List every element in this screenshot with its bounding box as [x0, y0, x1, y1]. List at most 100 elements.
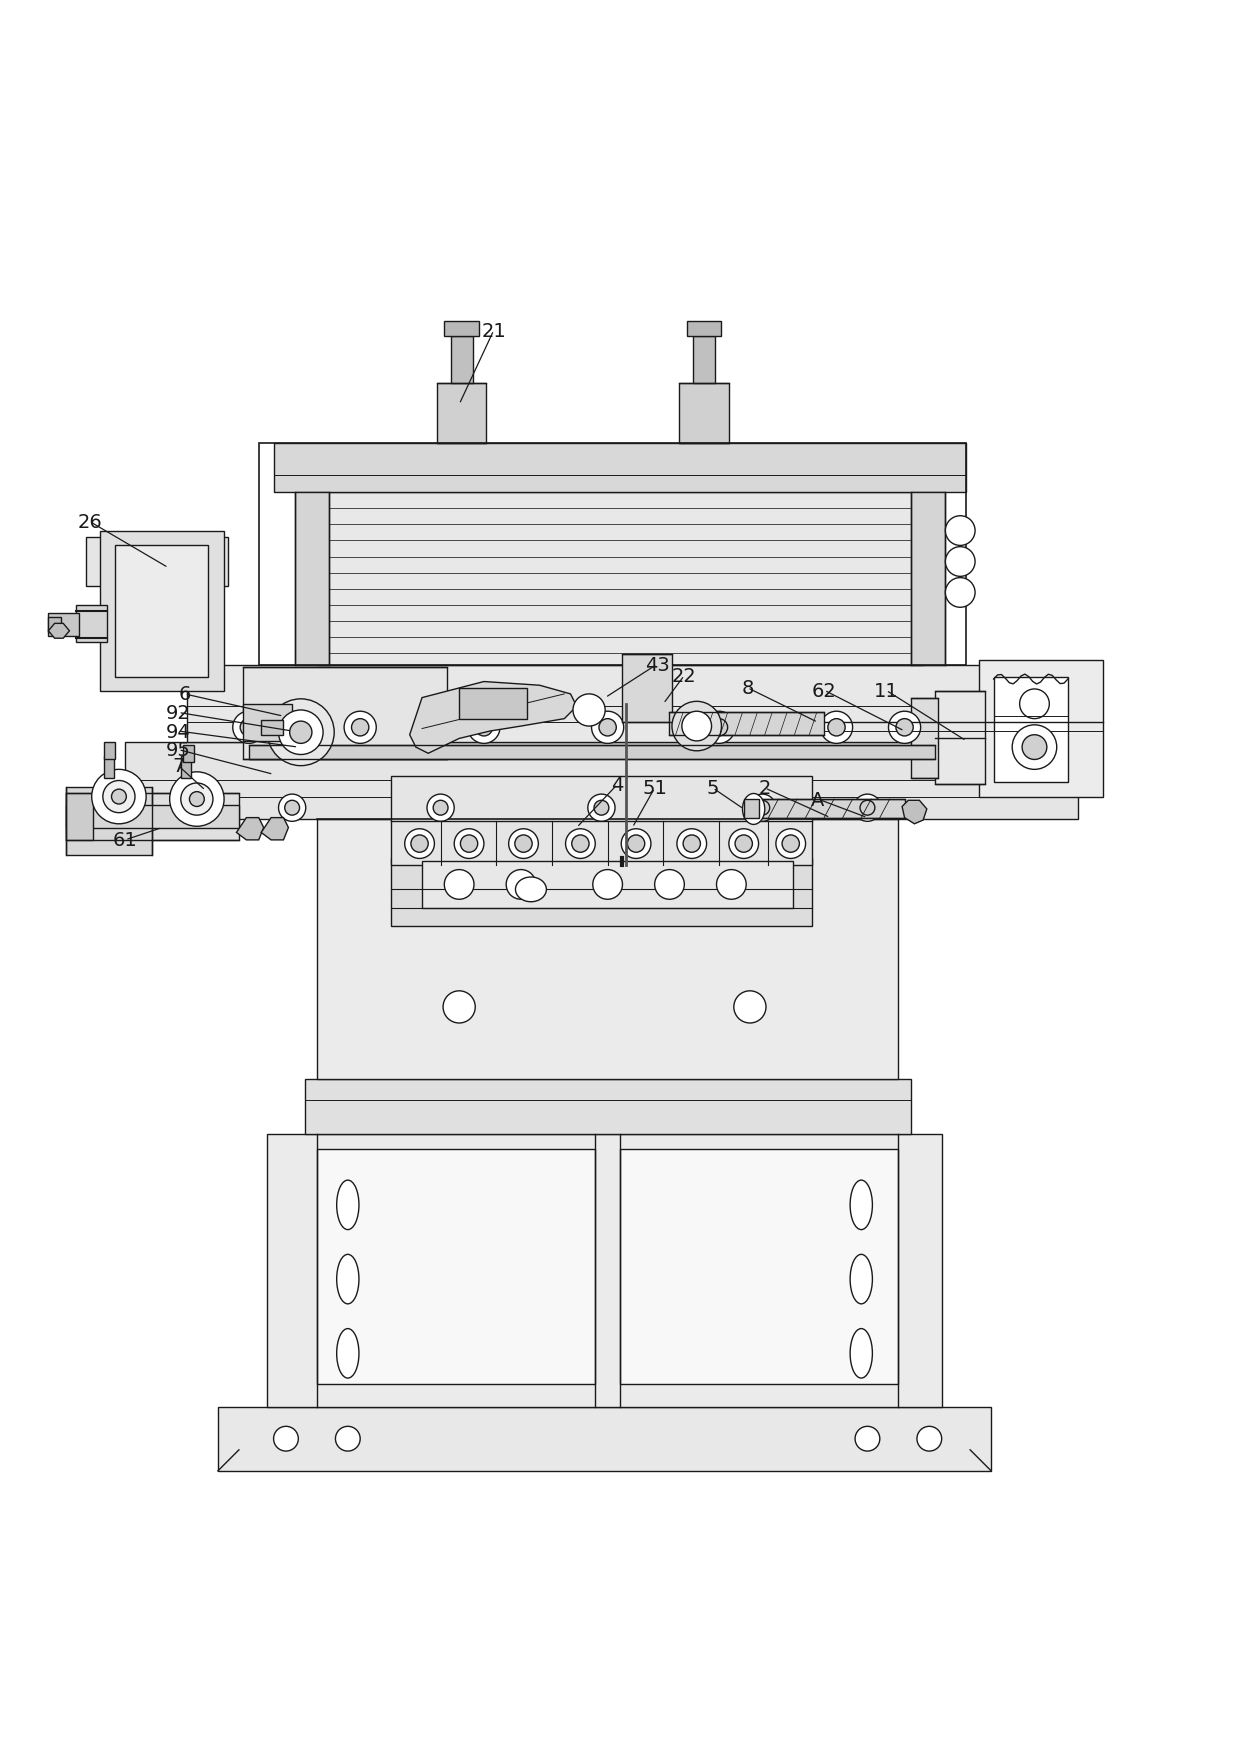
Circle shape — [729, 830, 759, 858]
Circle shape — [343, 713, 376, 744]
Circle shape — [703, 713, 735, 744]
Text: 95: 95 — [166, 741, 191, 760]
Circle shape — [821, 713, 853, 744]
Ellipse shape — [851, 1255, 873, 1304]
Bar — [115, 546, 208, 677]
Bar — [243, 667, 446, 760]
Circle shape — [627, 835, 645, 853]
Circle shape — [591, 713, 624, 744]
Bar — [259, 444, 966, 667]
Bar — [125, 742, 1078, 820]
Circle shape — [433, 800, 448, 816]
Circle shape — [177, 800, 192, 816]
Circle shape — [515, 835, 532, 853]
Circle shape — [351, 720, 368, 737]
Circle shape — [274, 1427, 299, 1451]
Circle shape — [889, 713, 920, 744]
Ellipse shape — [851, 1329, 873, 1378]
Bar — [910, 698, 937, 779]
Bar — [978, 662, 1102, 797]
Circle shape — [336, 1427, 360, 1451]
Polygon shape — [262, 818, 289, 841]
Text: 5: 5 — [707, 779, 719, 799]
Circle shape — [854, 795, 882, 821]
Circle shape — [565, 830, 595, 858]
Bar — [444, 323, 479, 337]
Bar — [104, 756, 114, 779]
Circle shape — [454, 830, 484, 858]
Circle shape — [897, 720, 913, 737]
Polygon shape — [237, 818, 264, 841]
Bar — [262, 721, 284, 735]
Text: 94: 94 — [166, 721, 191, 741]
Circle shape — [285, 800, 300, 816]
Bar — [680, 384, 729, 444]
Circle shape — [749, 795, 776, 821]
Bar — [187, 667, 1078, 742]
Bar — [66, 806, 239, 828]
Circle shape — [945, 516, 975, 546]
Circle shape — [861, 800, 875, 816]
Bar — [48, 614, 79, 637]
Bar — [436, 384, 486, 444]
Circle shape — [467, 713, 500, 744]
Circle shape — [170, 772, 224, 827]
Circle shape — [181, 783, 213, 816]
Circle shape — [92, 770, 146, 825]
Circle shape — [475, 720, 492, 737]
Circle shape — [1019, 690, 1049, 720]
Text: 43: 43 — [645, 655, 670, 674]
Text: 21: 21 — [481, 321, 506, 340]
Text: 2: 2 — [759, 779, 771, 799]
Circle shape — [672, 702, 722, 751]
Bar — [763, 800, 904, 818]
Circle shape — [190, 792, 205, 807]
Circle shape — [112, 790, 126, 804]
Circle shape — [103, 781, 135, 813]
Circle shape — [268, 700, 335, 767]
Circle shape — [755, 800, 770, 816]
Text: 7: 7 — [172, 756, 185, 776]
Bar — [295, 493, 330, 667]
Circle shape — [683, 835, 701, 853]
Text: 6: 6 — [179, 684, 191, 704]
Circle shape — [682, 713, 712, 741]
Circle shape — [677, 830, 707, 858]
Text: 22: 22 — [672, 667, 697, 686]
Bar — [100, 532, 224, 691]
Circle shape — [508, 830, 538, 858]
Circle shape — [655, 870, 684, 900]
Circle shape — [290, 721, 312, 744]
Bar — [935, 691, 985, 784]
Bar — [622, 655, 672, 723]
Bar — [422, 862, 794, 909]
Bar — [459, 688, 527, 720]
Bar — [744, 800, 759, 818]
Bar — [910, 493, 945, 667]
Circle shape — [916, 1427, 941, 1451]
Circle shape — [782, 835, 800, 853]
Bar — [243, 704, 293, 741]
Bar — [66, 793, 239, 841]
Bar — [317, 1150, 595, 1385]
Circle shape — [427, 795, 454, 821]
Circle shape — [171, 795, 198, 821]
Circle shape — [599, 720, 616, 737]
Bar — [48, 618, 61, 632]
Circle shape — [233, 713, 265, 744]
Bar — [66, 793, 93, 841]
Text: 11: 11 — [874, 681, 898, 700]
Circle shape — [241, 720, 258, 737]
Bar — [693, 337, 715, 384]
Bar — [317, 493, 923, 667]
Bar — [104, 742, 115, 760]
Bar — [76, 605, 107, 642]
Bar — [184, 746, 195, 762]
Circle shape — [460, 835, 477, 853]
Text: 62: 62 — [812, 681, 837, 700]
Ellipse shape — [743, 793, 765, 825]
Bar — [993, 677, 1068, 783]
Bar — [620, 1150, 898, 1385]
Bar — [391, 776, 812, 865]
Text: 61: 61 — [113, 830, 138, 849]
